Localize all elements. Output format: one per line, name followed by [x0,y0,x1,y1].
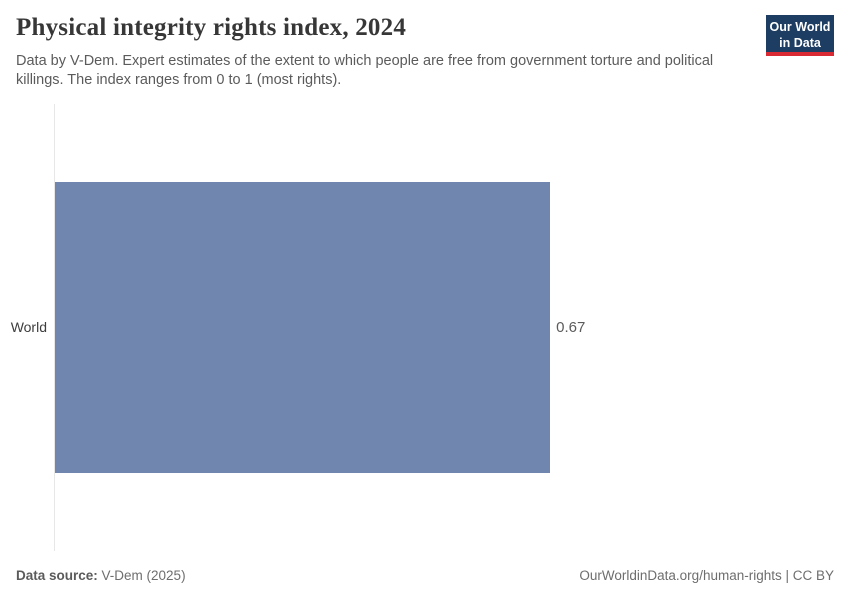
bar-world[interactable] [55,182,551,473]
plot-area [55,104,794,551]
chart-subtitle: Data by V-Dem. Expert estimates of the e… [16,53,714,88]
data-source-value: V-Dem (2025) [97,568,186,583]
chart-title: Physical integrity rights index, 2024 [16,14,407,41]
owid-logo-line1: Our World [769,20,831,34]
owid-logo-line2: in Data [779,36,821,50]
value-label-world: 0.67 [556,319,586,336]
credit-link[interactable]: OurWorldinData.org/human-rights | CC BY [579,568,834,583]
entity-label-world: World [10,319,47,335]
owid-logo[interactable]: Our World in Data [766,15,834,56]
y-axis-line [54,104,55,551]
data-source-label: Data source: [16,568,98,583]
data-source: Data source: V-Dem (2025) [16,568,186,583]
chart-footer: Data source: V-Dem (2025) OurWorldinData… [16,568,834,583]
